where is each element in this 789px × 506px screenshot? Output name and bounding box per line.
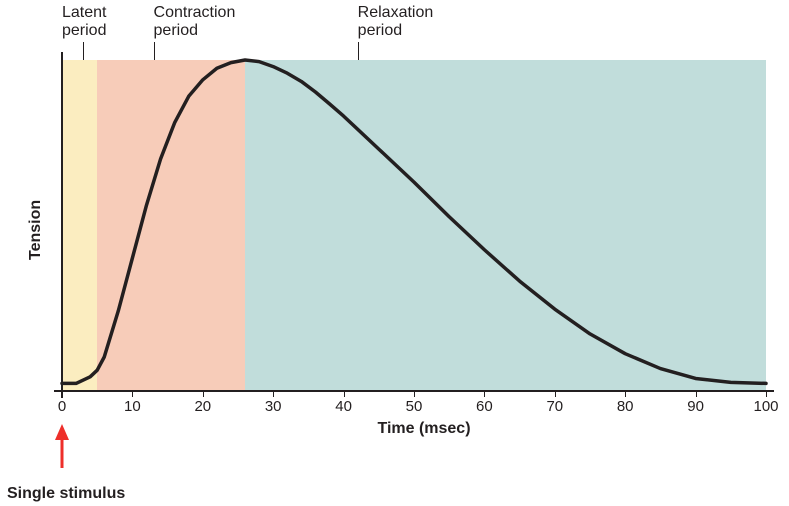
x-tick [132,390,133,397]
x-tick-label: 70 [546,398,563,415]
x-tick-label: 80 [617,398,634,415]
region-label-latent: Latentperiod [62,4,106,41]
leader-line [358,42,359,60]
x-tick-label: 30 [265,398,282,415]
plot-area [62,60,766,390]
y-axis-title: Tension [27,200,45,260]
stimulus-label: Single stimulus [7,485,125,503]
x-tick-label: 20 [194,398,211,415]
x-tick-label: 100 [753,398,778,415]
x-tick [484,390,485,397]
x-tick-label: 40 [335,398,352,415]
tension-curve [62,60,766,390]
x-tick [344,390,345,397]
x-tick [414,390,415,397]
leader-line [83,42,84,60]
x-tick-label: 50 [406,398,423,415]
x-tick [766,390,767,397]
x-tick [203,390,204,397]
region-label-relaxation: Relaxationperiod [358,4,434,41]
x-tick [62,390,63,397]
x-tick [273,390,274,397]
x-axis-title: Time (msec) [354,420,494,438]
x-tick-label: 10 [124,398,141,415]
stimulus-arrow [52,424,92,478]
x-tick-label: 0 [58,398,66,415]
x-tick [625,390,626,397]
x-tick [696,390,697,397]
x-tick-label: 60 [476,398,493,415]
x-tick-label: 90 [687,398,704,415]
region-label-contraction: Contractionperiod [154,4,236,41]
x-tick [555,390,556,397]
leader-line [154,42,155,60]
y-axis-line [61,52,63,398]
